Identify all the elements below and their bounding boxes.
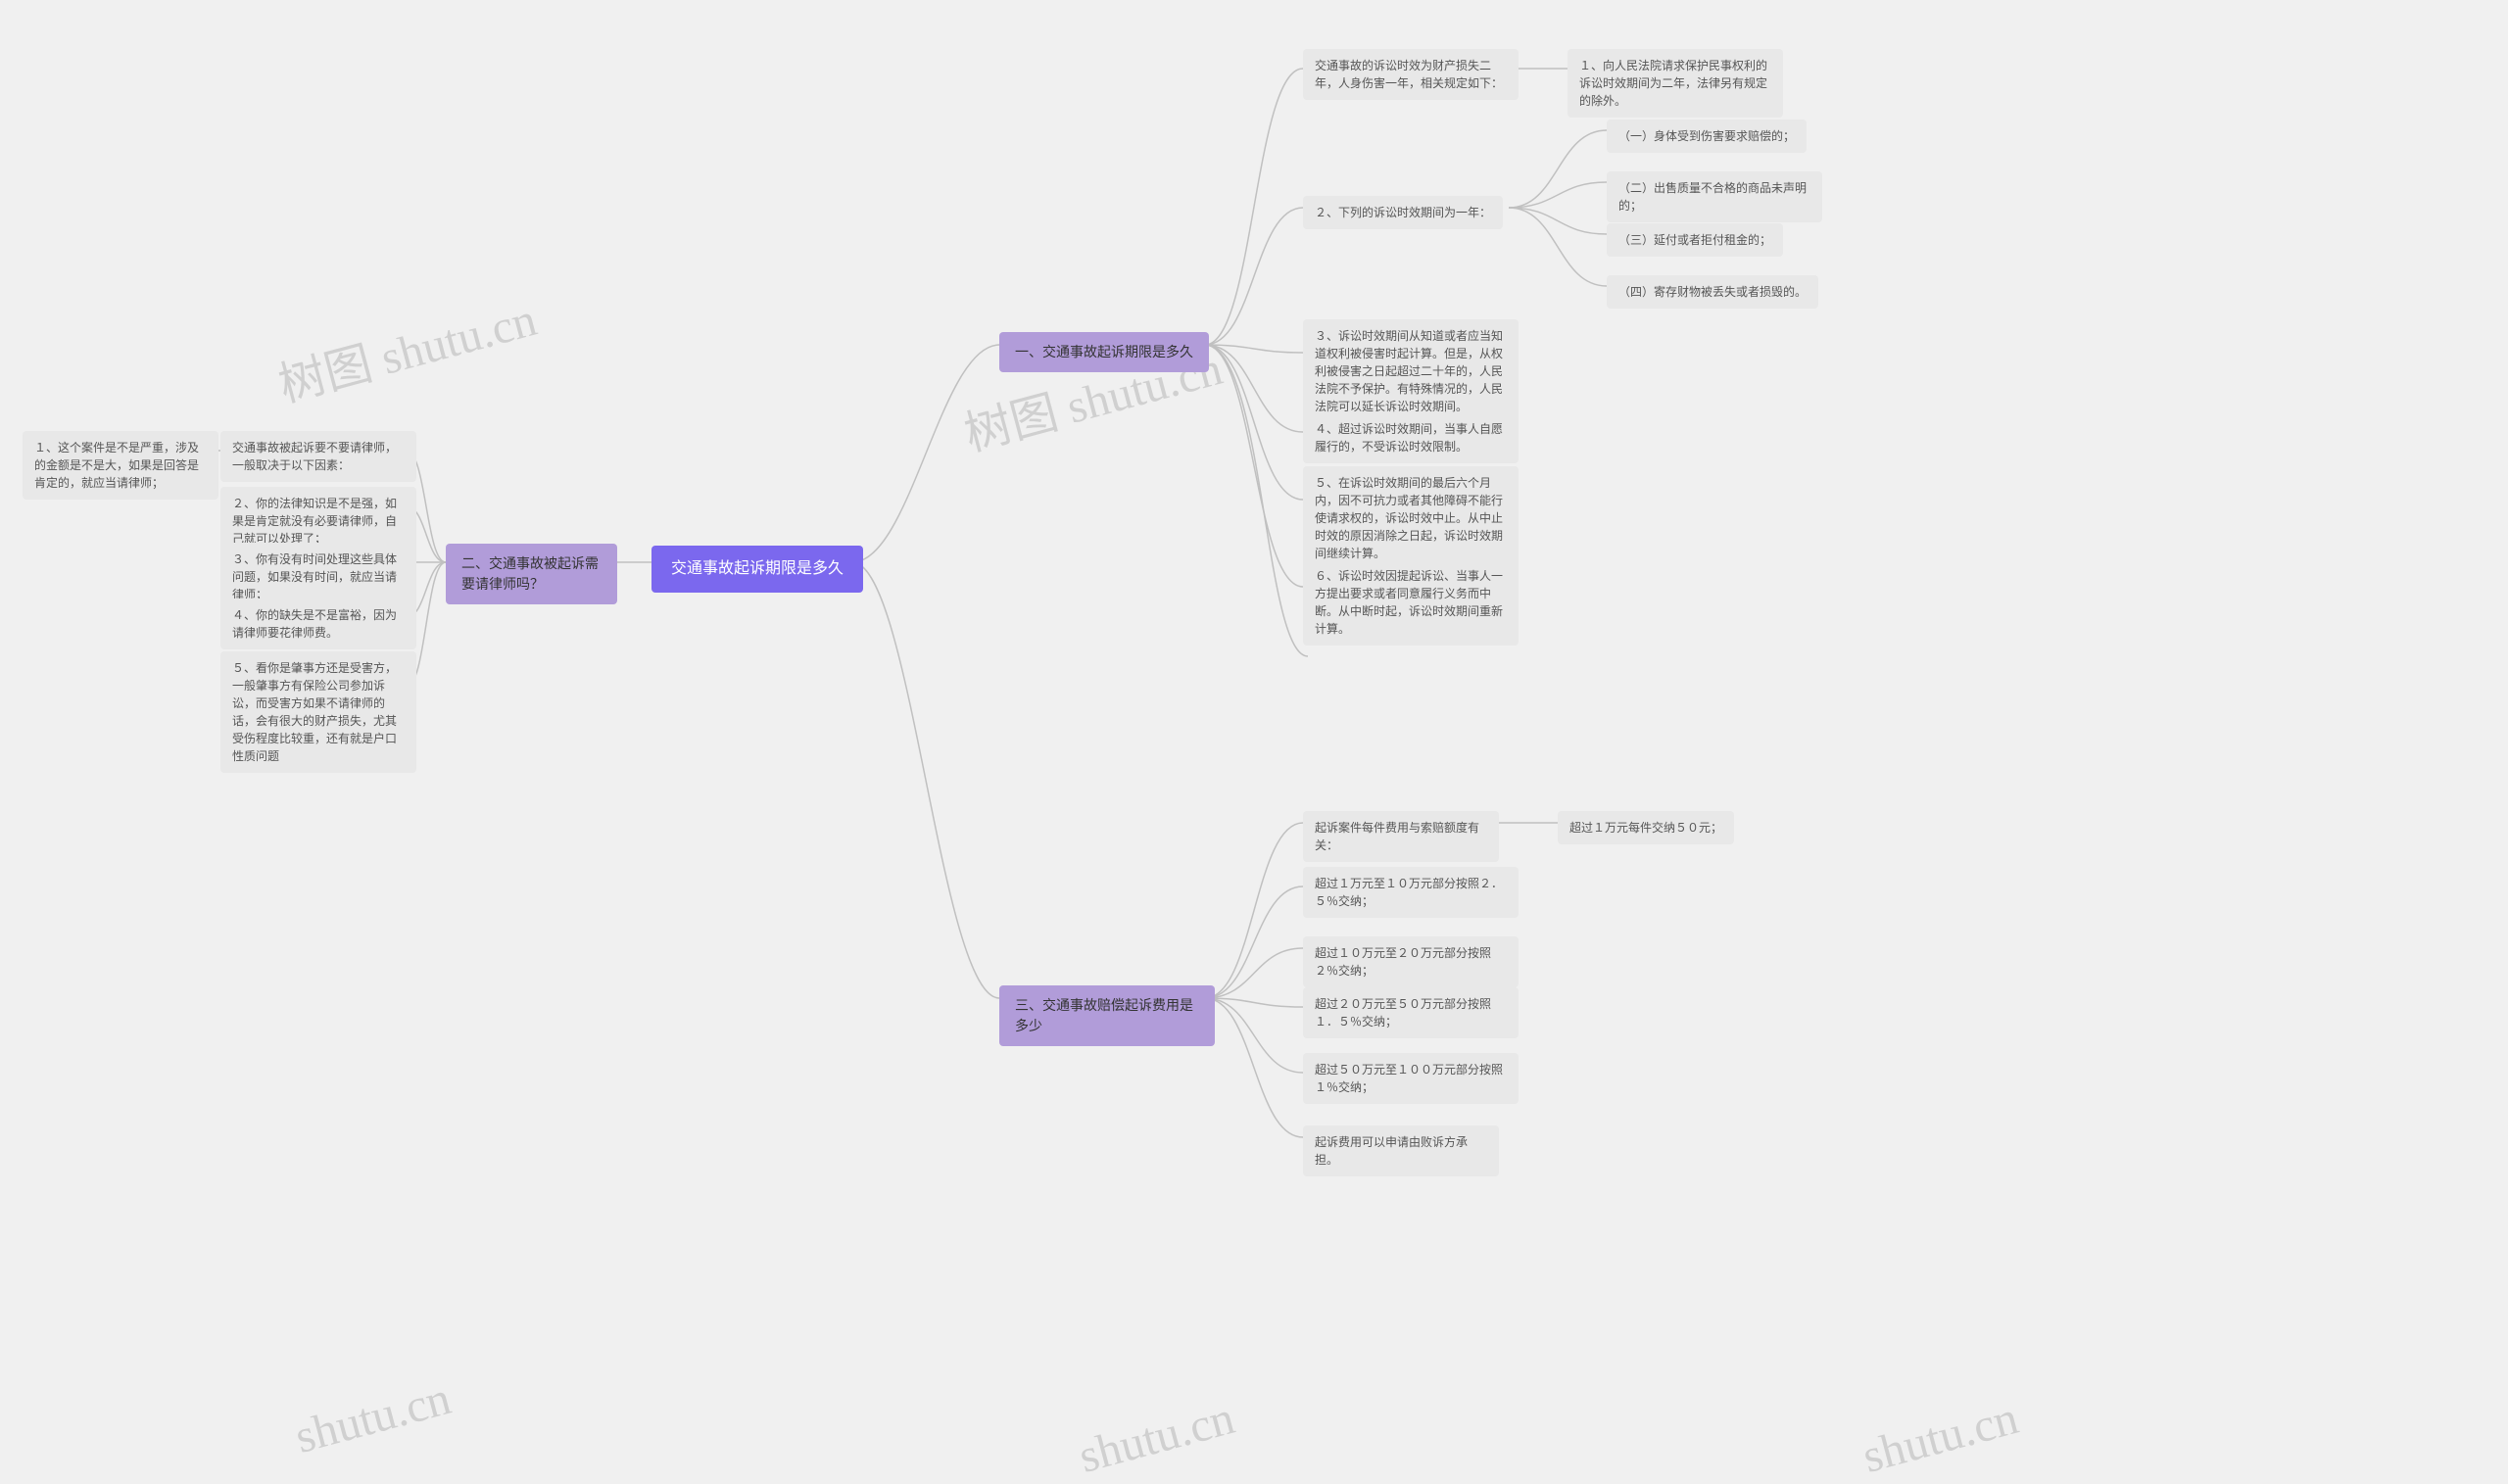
leaf-node[interactable]: 超过１０万元至２０万元部分按照２％交纳； xyxy=(1303,936,1519,987)
leaf-node[interactable]: １、向人民法院请求保护民事权利的诉讼时效期间为二年，法律另有规定的除外。 xyxy=(1568,49,1783,118)
leaf-node[interactable]: ３、诉讼时效期间从知道或者应当知道权利被侵害时起计算。但是，从权利被侵害之日起超… xyxy=(1303,319,1519,423)
leaf-node[interactable]: （一）身体受到伤害要求赔偿的； xyxy=(1607,120,1807,153)
leaf-node[interactable]: ２、下列的诉讼时效期间为一年： xyxy=(1303,196,1503,229)
leaf-node[interactable]: １、这个案件是不是严重，涉及的金额是不是大，如果是回答是肯定的，就应当请律师； xyxy=(23,431,218,500)
watermark: shutu.cn xyxy=(1857,1391,2024,1484)
branch-node-2[interactable]: 二、交通事故被起诉需要请律师吗？ xyxy=(446,544,617,604)
leaf-node[interactable]: 交通事故被起诉要不要请律师，一般取决于以下因素： xyxy=(220,431,416,482)
leaf-node[interactable]: 起诉费用可以申请由败诉方承担。 xyxy=(1303,1125,1499,1176)
watermark: shutu.cn xyxy=(1074,1391,1240,1484)
leaf-node[interactable]: ５、在诉讼时效期间的最后六个月内，因不可抗力或者其他障碍不能行使请求权的，诉讼时… xyxy=(1303,466,1519,570)
branch-node-3[interactable]: 三、交通事故赔偿起诉费用是多少 xyxy=(999,985,1215,1046)
leaf-node[interactable]: ５、看你是肇事方还是受害方，一般肇事方有保险公司参加诉讼，而受害方如果不请律师的… xyxy=(220,651,416,773)
leaf-node[interactable]: ４、超过诉讼时效期间，当事人自愿履行的，不受诉讼时效限制。 xyxy=(1303,412,1519,463)
leaf-node[interactable]: （二）出售质量不合格的商品未声明的； xyxy=(1607,171,1822,222)
leaf-node[interactable]: ６、诉讼时效因提起诉讼、当事人一方提出要求或者同意履行义务而中断。从中断时起，诉… xyxy=(1303,559,1519,646)
leaf-node[interactable]: 超过２０万元至５０万元部分按照１．５％交纳； xyxy=(1303,987,1519,1038)
leaf-node[interactable]: ４、你的缺失是不是富裕，因为请律师要花律师费。 xyxy=(220,598,416,649)
leaf-node[interactable]: （四）寄存财物被丢失或者损毁的。 xyxy=(1607,275,1818,309)
root-node[interactable]: 交通事故起诉期限是多久 xyxy=(651,546,863,593)
leaf-node[interactable]: 起诉案件每件费用与索赔额度有关： xyxy=(1303,811,1499,862)
watermark: 树图 shutu.cn xyxy=(270,280,543,414)
watermark: shutu.cn xyxy=(290,1371,457,1464)
leaf-node[interactable]: 交通事故的诉讼时效为财产损失二年，人身伤害一年，相关规定如下： xyxy=(1303,49,1519,100)
leaf-node[interactable]: 超过１万元每件交纳５０元； xyxy=(1558,811,1734,844)
leaf-node[interactable]: 超过１万元至１０万元部分按照２．５％交纳； xyxy=(1303,867,1519,918)
branch-node-1[interactable]: 一、交通事故起诉期限是多久 xyxy=(999,332,1209,372)
leaf-node[interactable]: 超过５０万元至１００万元部分按照１％交纳； xyxy=(1303,1053,1519,1104)
leaf-node[interactable]: （三）延付或者拒付租金的； xyxy=(1607,223,1783,257)
